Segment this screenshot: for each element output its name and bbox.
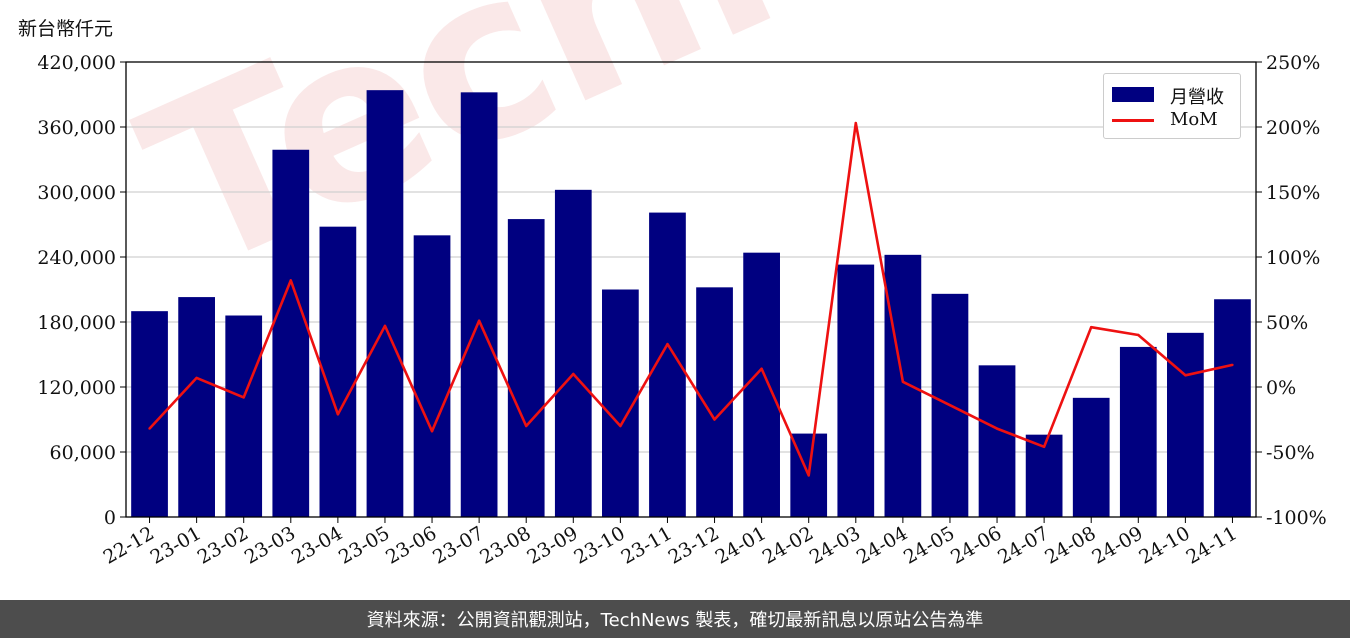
mom-point [760, 367, 763, 370]
x-tick-label: 23-05 [335, 522, 393, 568]
revenue-bar [743, 252, 780, 517]
y-right-tick-label: 200% [1266, 117, 1320, 139]
revenue-bar [978, 365, 1016, 517]
mom-point [383, 324, 387, 328]
x-tick-label: 23-06 [382, 522, 440, 568]
revenue-bar [225, 315, 263, 517]
revenue-bar [460, 92, 498, 517]
revenue-bar [1025, 434, 1063, 517]
revenue-bar [319, 226, 357, 517]
x-tick-label: 24-09 [1088, 522, 1146, 568]
y-right-tick-label: 0% [1266, 377, 1296, 399]
y-right-tick-label: 50% [1266, 312, 1308, 334]
x-tick-label: 23-03 [241, 522, 299, 568]
mom-point [336, 413, 340, 416]
x-tick-label: 23-08 [476, 522, 534, 568]
footer-source-note: 資料來源：公開資訊觀測站，TechNews 製表，確切最新訊息以原站公告為準 [0, 600, 1350, 638]
revenue-bar [696, 287, 733, 517]
mom-point [430, 430, 434, 433]
y-left-tick-label: 120,000 [37, 377, 116, 399]
x-tick-label: 24-01 [712, 522, 770, 568]
x-tick-label: 24-04 [853, 522, 911, 568]
revenue-bar [837, 264, 875, 517]
x-tick-label: 23-04 [288, 522, 346, 568]
y-right-tick-label: 100% [1266, 247, 1320, 269]
x-tick-label: 24-05 [900, 522, 958, 568]
revenue-bar [366, 90, 404, 518]
grid-lines [126, 126, 1256, 453]
y-right-tick-label: -50% [1266, 442, 1315, 464]
mom-point [713, 418, 716, 421]
mom-point [619, 424, 622, 428]
legend-item-revenue [1112, 83, 1154, 105]
mom-point [666, 342, 669, 346]
mom-point [854, 121, 857, 125]
revenue-bar [1072, 397, 1110, 517]
revenue-bar [884, 254, 922, 518]
x-tick-label: 22-12 [100, 522, 158, 568]
x-tick-label: 24-03 [806, 522, 864, 568]
x-tick-label: 23-09 [523, 522, 581, 568]
legend: 月營收 MoM [1103, 73, 1241, 139]
y-left-tick-label: 360,000 [37, 117, 116, 139]
mom-point [477, 319, 481, 322]
x-tick-label: 24-07 [994, 522, 1052, 568]
mom-point [995, 427, 999, 430]
legend-swatch-bar [1112, 86, 1154, 102]
y-right-tick-label: 150% [1266, 182, 1320, 204]
y-left-tick-label: 300,000 [37, 182, 116, 204]
legend-swatch-line [1112, 118, 1154, 122]
legend-label-revenue: 月營收 [1170, 87, 1224, 108]
revenue-bar [1119, 346, 1157, 517]
y-axis-unit-label: 新台幣仟元 [18, 18, 114, 40]
y-left-tick-label: 180,000 [37, 312, 116, 334]
axes [120, 61, 1262, 523]
legend-label-mom: MoM [1170, 109, 1218, 130]
mom-point [807, 474, 810, 477]
x-tick-label: 24-11 [1183, 522, 1241, 568]
x-tick-label: 24-08 [1041, 522, 1099, 568]
revenue-bar [554, 189, 592, 518]
mom-point [901, 380, 905, 383]
mom-point [1090, 326, 1093, 329]
x-tick-label: 23-10 [570, 522, 628, 568]
y-left-tick-label: 240,000 [37, 247, 116, 269]
x-tick-label: 23-02 [194, 522, 252, 568]
mom-series-line [148, 121, 1233, 477]
y-left-tick-label: 60,000 [50, 442, 116, 464]
y-left-tick-label: 0 [104, 507, 116, 529]
mom-point [289, 279, 292, 282]
mom-point [572, 372, 575, 376]
revenue-bar [507, 219, 545, 518]
y-left-tick-label: 420,000 [37, 52, 116, 74]
mom-point [242, 396, 245, 399]
x-tick-label: 24-10 [1135, 522, 1193, 568]
mom-point [1184, 374, 1187, 377]
mom-point [1042, 445, 1046, 448]
plot-frame [125, 61, 1257, 518]
revenue-bar [413, 235, 451, 518]
chart: 0 60,000 120,000 180,000 240,000 300,000 360,0… [37, 52, 1327, 569]
x-tick-label: 23-01 [147, 522, 205, 568]
revenue-bar [272, 149, 310, 517]
legend-item-mom [1112, 109, 1154, 131]
mom-point [195, 376, 198, 380]
mom-line [148, 121, 1234, 477]
x-tick-label: 23-11 [618, 522, 676, 568]
x-tick-label: 23-07 [429, 522, 487, 568]
revenue-bar [1167, 332, 1204, 517]
x-tick-label: 23-12 [665, 522, 723, 568]
mom-point [525, 424, 528, 428]
mom-point [948, 404, 952, 407]
revenue-bar [178, 297, 215, 517]
revenue-bar [1214, 299, 1251, 517]
mom-point [1137, 333, 1140, 337]
x-tick-label: 24-02 [759, 522, 817, 568]
y-right-tick-label: -100% [1266, 507, 1327, 529]
y-right-tick-label: 250% [1266, 52, 1320, 74]
x-tick-label: 24-06 [947, 522, 1005, 568]
mom-point [148, 427, 151, 430]
mom-point [1231, 363, 1234, 367]
